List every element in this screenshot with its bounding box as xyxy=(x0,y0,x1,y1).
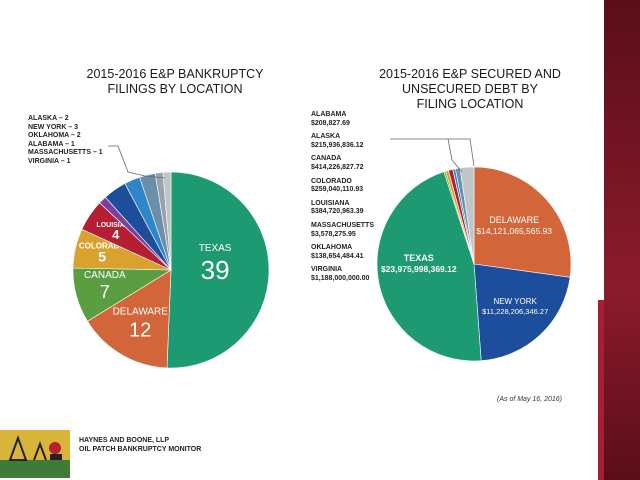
chart2-title-line: FILING LOCATION xyxy=(416,97,524,111)
slice-label-new york: NEW YORK xyxy=(493,297,537,306)
small-label-pair: VIRGINIA $1,188,000,000.00 xyxy=(311,266,374,283)
leader-line xyxy=(127,171,166,179)
small-label-name: ALABAMA xyxy=(311,111,347,118)
slice-value-texas: 39 xyxy=(201,255,230,285)
small-label-value: $215,936,836.12 xyxy=(311,141,364,149)
side-accent xyxy=(598,300,604,480)
chart1-title-line: 2015-2016 E&P BANKRUPTCY xyxy=(86,67,264,81)
small-label-value: $138,654,484.41 xyxy=(311,252,364,260)
small-label: OKLAHOMA – 2 xyxy=(28,132,81,140)
slice-label-delaware: DELAWARE xyxy=(489,215,539,225)
slice-value-delaware: $14,121,065,565.93 xyxy=(476,226,552,236)
chart2-title-line: 2015-2016 E&P SECURED AND xyxy=(379,67,561,81)
small-label: ALABAMA – 1 xyxy=(28,140,75,148)
small-label: ALASKA – 2 xyxy=(28,115,69,122)
leader-line xyxy=(108,145,129,173)
small-label-value: $384,720,963.39 xyxy=(311,208,364,216)
small-label-name: ALASKA xyxy=(311,133,341,141)
small-label-name: CANADA xyxy=(311,155,342,163)
leader-line xyxy=(448,138,475,167)
small-label: MASSACHUSETTS – 1 xyxy=(28,149,103,157)
chart1-title-line: FILINGS BY LOCATION xyxy=(107,82,243,96)
footer-publication: OIL PATCH BANKRUPTCY MONITOR xyxy=(79,446,202,453)
slice-value-colorado: 5 xyxy=(98,248,106,264)
small-label: VIRGINIA – 1 xyxy=(28,157,71,165)
slice-label-colorado: COLORADO xyxy=(79,241,126,250)
chart1-small-labels: ALASKA – 2 NEW YORK – 3 OKLAHOMA – 2 ALA… xyxy=(28,115,103,167)
pie-slice-texas xyxy=(376,171,482,362)
pie-slice-new-york xyxy=(473,263,571,362)
pie-slice-texas xyxy=(166,171,270,369)
small-label-value: $414,226,827.72 xyxy=(311,163,364,171)
small-label-name: MASSACHUSETTS xyxy=(311,221,375,229)
slice-value-delaware: 12 xyxy=(129,319,151,341)
slice-label-texas: TEXAS xyxy=(199,243,232,254)
pie-slice-delaware xyxy=(87,269,172,369)
small-label-pair: ALASKA $215,936,836.12 xyxy=(311,133,374,150)
small-label-pair: COLORADO $259,040,110.93 xyxy=(311,178,374,195)
slice-value-canada: 7 xyxy=(100,282,110,302)
small-label-pair: OKLAHOMA $138,654,484.41 xyxy=(311,244,374,261)
small-label-pair: ALABAMA $208,827.69 xyxy=(311,111,374,128)
small-label-value: $259,040,110.93 xyxy=(311,186,364,194)
slice-value-texas: $23,975,998,369.12 xyxy=(381,264,457,274)
chart2-title-line: UNSECURED DEBT BY xyxy=(402,82,538,96)
small-label-pair: MASSACHUSETTS $3,578,275.95 xyxy=(311,222,374,239)
pie-slice-virginia xyxy=(459,166,475,265)
leader-line xyxy=(390,138,463,173)
small-label-value: $3,578,275.95 xyxy=(311,230,356,238)
slice-label-louisiana: LOUISIANA xyxy=(96,222,135,229)
slice-value-louisiana: 4 xyxy=(112,227,120,242)
small-label-name: VIRGINIA xyxy=(311,266,343,274)
slice-label-delaware: DELAWARE xyxy=(113,306,169,317)
chart2-small-labels: ALABAMA $208,827.69 ALASKA $215,936,836.… xyxy=(311,111,374,289)
pie-slice-virginia xyxy=(162,171,172,271)
footer-firm: HAYNES AND BOONE, LLP xyxy=(79,437,170,444)
small-label-name: COLORADO xyxy=(311,177,352,185)
chart1-title: 2015-2016 E&P BANKRUPTCY FILINGS BY LOCA… xyxy=(70,67,280,97)
chart2-title: 2015-2016 E&P SECURED AND UNSECURED DEBT… xyxy=(360,67,580,112)
pie-slice-delaware xyxy=(473,166,572,278)
small-label-name: OKLAHOMA xyxy=(311,244,353,252)
footer-text: HAYNES AND BOONE, LLP OIL PATCH BANKRUPT… xyxy=(79,436,201,454)
small-label-value: $208,827.69 xyxy=(311,119,350,127)
small-label-pair: LOUISIANA $384,720,963.39 xyxy=(311,200,374,217)
small-label: NEW YORK – 3 xyxy=(28,123,79,131)
side-band xyxy=(604,0,640,480)
as-of-note: (As of May 16, 2016) xyxy=(497,396,562,403)
small-label-value: $1,188,000,000.00 xyxy=(311,274,370,282)
small-label-name: LOUISIANA xyxy=(311,199,350,207)
footer-oil-rig-image xyxy=(0,430,70,478)
slice-label-canada: CANADA xyxy=(84,270,126,281)
small-label-pair: CANADA $414,226,827.72 xyxy=(311,155,374,172)
slice-label-texas: TEXAS xyxy=(404,253,434,263)
slice-value-new york: $11,228,206,346.27 xyxy=(482,307,548,316)
